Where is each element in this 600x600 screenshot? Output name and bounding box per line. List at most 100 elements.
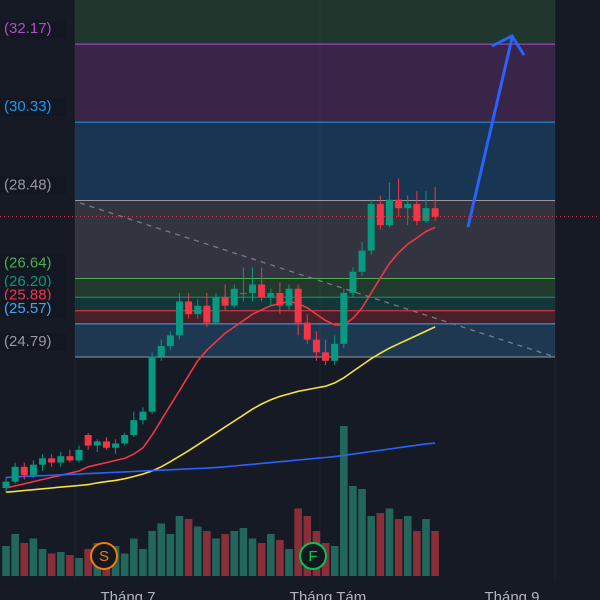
candle-body [148, 356, 156, 412]
candle-body [39, 458, 47, 465]
volume-bar [212, 538, 220, 576]
candle-body [75, 449, 83, 461]
volume-bar [385, 508, 394, 576]
volume-bar [2, 546, 10, 576]
volume-bar [248, 538, 257, 576]
volume-bar [139, 549, 147, 576]
fib-band [75, 0, 555, 45]
candle-body [93, 441, 101, 446]
candle-body [139, 411, 147, 421]
candle-body [349, 271, 357, 293]
volume-bar [157, 523, 166, 576]
volume-bar [47, 553, 56, 576]
volume-bar [66, 555, 74, 576]
trend-line [79, 202, 556, 358]
candle-body [413, 203, 421, 221]
candle-body [367, 203, 375, 251]
candle-body [404, 203, 412, 209]
y-tick-label: (30.33) [4, 98, 52, 115]
axis: S F(32.17)(30.33)(28.48)(26.64)(26.20)(25… [0, 20, 540, 600]
candle-body [322, 352, 330, 361]
volume-bar [394, 519, 403, 576]
projection-arrow [466, 34, 526, 228]
volume-bar [203, 531, 211, 576]
volume-bar [120, 553, 129, 576]
y-label-bg [0, 98, 66, 117]
volume-bar [193, 526, 202, 576]
candle-body [312, 339, 320, 353]
y-tick-label: (25.57) [4, 300, 52, 317]
candle-body [358, 250, 366, 272]
candle-body [20, 466, 28, 476]
candle-body [102, 441, 110, 448]
candle-body [276, 292, 284, 306]
volume-bar [75, 558, 83, 576]
fib-band [75, 297, 555, 311]
volume-bar [20, 543, 29, 576]
volume-bar [349, 486, 357, 576]
x-tick-label: Tháng Tám [290, 589, 366, 600]
volume-bar [130, 538, 138, 576]
volume-bar [84, 549, 92, 576]
candle-body [2, 481, 10, 488]
moving-averages [5, 226, 436, 493]
volume-bar [175, 516, 184, 576]
candle-body [175, 301, 183, 336]
y-tick-label: (26.20) [4, 273, 52, 290]
candles [0, 178, 600, 493]
candle-body [395, 199, 403, 209]
candle-body [331, 343, 339, 361]
fib-band [75, 122, 555, 201]
event-label: F [308, 548, 317, 565]
volume-bar [257, 543, 266, 576]
volume-bar [266, 534, 275, 576]
candle-body [203, 305, 211, 323]
event-marker [90, 542, 118, 570]
volume-bar [340, 426, 348, 576]
fib-band [75, 278, 555, 298]
volume-bar [330, 546, 339, 576]
x-tick-label: Tháng 7 [100, 589, 155, 600]
candle-body [130, 420, 138, 435]
event-marker [299, 542, 327, 570]
candle-body [303, 322, 311, 340]
candle-body [112, 443, 120, 448]
y-label-bg [0, 273, 66, 292]
volume-bar [38, 549, 47, 576]
x-tick-label: Tháng 9 [484, 589, 539, 600]
fib-retracement [75, 0, 555, 358]
volume-bar [184, 519, 193, 576]
y-tick-label: (24.79) [4, 333, 52, 350]
candle-body [285, 288, 293, 306]
candle-body [239, 292, 247, 294]
candle-body [422, 208, 430, 221]
y-tick-label: (26.64) [4, 255, 52, 272]
candle-body [84, 435, 92, 446]
candle-body [121, 435, 129, 444]
candle-body [376, 203, 384, 226]
y-label-bg [0, 20, 66, 39]
y-tick-label: (28.48) [4, 177, 52, 194]
volume-bar [230, 531, 239, 576]
arrow-line [466, 37, 514, 228]
volume-bar [221, 534, 229, 576]
y-tick-label: (25.88) [4, 287, 52, 304]
volume-bar [56, 552, 65, 576]
y-tick-label: (32.17) [4, 20, 52, 37]
candle-body [185, 301, 193, 315]
volume-bar [367, 516, 375, 576]
volume-bar [166, 534, 175, 576]
volume-bar [148, 531, 156, 576]
y-label-bg [0, 254, 66, 273]
moving-average-line [5, 226, 436, 489]
candle-body [267, 292, 275, 298]
candle-body [11, 466, 19, 482]
fib-band [75, 44, 555, 123]
candle-body [230, 288, 238, 306]
candle-body [29, 464, 37, 476]
candle-body [258, 284, 266, 298]
y-label-bg [0, 176, 66, 195]
candle-body [431, 208, 439, 217]
